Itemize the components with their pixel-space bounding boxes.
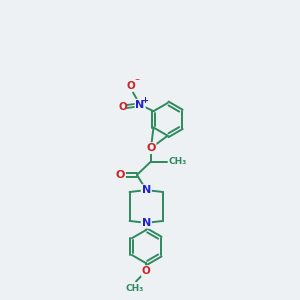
Text: CH₃: CH₃ [125, 284, 144, 293]
Text: N: N [142, 185, 151, 195]
Text: ⁻: ⁻ [135, 77, 140, 87]
Text: +: + [141, 96, 148, 105]
Text: O: O [146, 143, 156, 153]
Text: N: N [136, 100, 145, 110]
Text: N: N [142, 218, 151, 228]
Text: O: O [127, 81, 136, 91]
Text: O: O [118, 101, 127, 112]
Text: CH₃: CH₃ [169, 157, 187, 166]
Text: O: O [142, 266, 151, 276]
Text: O: O [116, 170, 125, 180]
